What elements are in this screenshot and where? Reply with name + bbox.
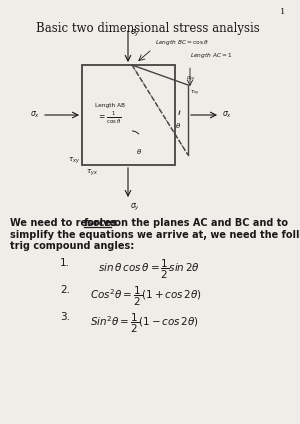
Text: 1: 1 bbox=[280, 8, 285, 16]
Text: $\tau_{yx}$: $\tau_{yx}$ bbox=[86, 168, 98, 179]
Text: $Length\ BC = \cos\theta$: $Length\ BC = \cos\theta$ bbox=[155, 38, 209, 47]
Text: $sin\,\theta\,cos\,\theta = \dfrac{1}{2}sin\,2\theta$: $sin\,\theta\,cos\,\theta = \dfrac{1}{2}… bbox=[98, 258, 200, 281]
Text: Length AB: Length AB bbox=[95, 103, 125, 108]
Text: $Length\ AC = 1$: $Length\ AC = 1$ bbox=[190, 51, 233, 60]
Text: $\theta$: $\theta$ bbox=[175, 121, 181, 130]
Text: 2.: 2. bbox=[60, 285, 70, 295]
Text: $\tau_{xy}$: $\tau_{xy}$ bbox=[190, 89, 200, 98]
Text: on the planes AC and BC and to: on the planes AC and BC and to bbox=[111, 218, 288, 228]
Text: $= \frac{1}{\cos\theta}$: $= \frac{1}{\cos\theta}$ bbox=[97, 110, 122, 126]
Text: 3.: 3. bbox=[60, 312, 70, 322]
Text: $\sigma_y$: $\sigma_y$ bbox=[130, 28, 140, 39]
Text: $\sigma_x$: $\sigma_x$ bbox=[222, 110, 232, 120]
Text: Basic two dimensional stress analysis: Basic two dimensional stress analysis bbox=[36, 22, 260, 35]
Text: $\sigma_x$: $\sigma_x$ bbox=[30, 110, 40, 120]
Text: trig compound angles:: trig compound angles: bbox=[10, 241, 134, 251]
Text: 1.: 1. bbox=[60, 258, 70, 268]
Text: $\sigma_{yx}$: $\sigma_{yx}$ bbox=[186, 75, 196, 84]
Text: $Sin^{2}\theta = \dfrac{1}{2}(1 - cos\,2\theta)$: $Sin^{2}\theta = \dfrac{1}{2}(1 - cos\,2… bbox=[90, 312, 199, 335]
Text: $Cos^{2}\theta = \dfrac{1}{2}(1 + cos\,2\theta)$: $Cos^{2}\theta = \dfrac{1}{2}(1 + cos\,2… bbox=[90, 285, 202, 308]
Text: forces: forces bbox=[84, 218, 118, 228]
Text: $\sigma_y$: $\sigma_y$ bbox=[130, 202, 140, 213]
Text: simplify the equations we arrive at, we need the following: simplify the equations we arrive at, we … bbox=[10, 229, 300, 240]
Text: We need to resolve: We need to resolve bbox=[10, 218, 119, 228]
Text: $\tau_{xy}$: $\tau_{xy}$ bbox=[68, 155, 80, 165]
Text: $\theta$: $\theta$ bbox=[136, 147, 142, 156]
